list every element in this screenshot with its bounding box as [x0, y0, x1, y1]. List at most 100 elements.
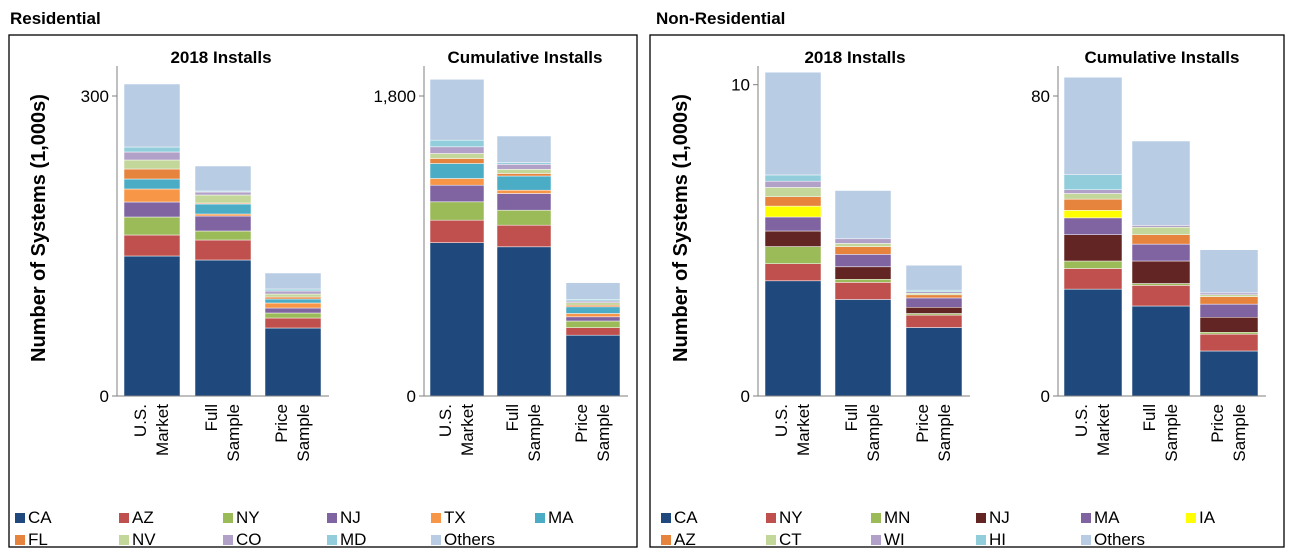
- bar-segment-ca: [1199, 350, 1259, 397]
- y-tick-label: 0: [1041, 387, 1050, 406]
- nonresidential-panel-frame: [649, 34, 1285, 548]
- bar-segment-ny: [764, 263, 822, 282]
- bar-segment-ia: [764, 205, 822, 218]
- bar-segment-others: [496, 135, 552, 163]
- bar-segment-nj: [1063, 234, 1123, 262]
- bar-segment-wi: [1131, 225, 1191, 228]
- x-tick-label-line: Price: [272, 404, 291, 443]
- x-tick-label-line: Sample: [935, 404, 954, 462]
- legend-swatch: [1186, 513, 1196, 523]
- legend-swatch: [15, 535, 25, 545]
- bar-segment-ma: [834, 254, 892, 268]
- x-tick-label: U.S. Market: [1072, 404, 1113, 456]
- x-tick-label: Price Sample: [913, 404, 954, 462]
- bar-segment-nv: [496, 169, 552, 174]
- bar-segment-ma: [429, 163, 485, 179]
- bar-segment-md: [565, 299, 621, 302]
- bar-segment-ct: [1199, 294, 1259, 297]
- legend-item-ny: NY: [766, 508, 803, 527]
- bar-segment-az: [565, 327, 621, 336]
- x-tick-label-line: Full: [1140, 404, 1159, 431]
- x-tick-label-line: Sample: [224, 404, 243, 462]
- legend-item-az: AZ: [661, 530, 696, 549]
- legend-item-others: Others: [431, 530, 495, 549]
- bar-segment-nv: [264, 293, 322, 298]
- bar-segment-ca: [1131, 305, 1191, 397]
- legend-label: AZ: [674, 530, 696, 549]
- legend-swatch: [976, 535, 986, 545]
- x-tick-label-line: Market: [1094, 404, 1113, 456]
- bar-segment-ny: [905, 314, 963, 328]
- bar-segment-az: [834, 246, 892, 255]
- legend-swatch: [1081, 535, 1091, 545]
- legend-label: NV: [132, 530, 156, 549]
- bar-segment-co: [496, 164, 552, 170]
- bar-segment-az: [264, 317, 322, 329]
- legend-label: Others: [444, 530, 495, 549]
- residential-y-axis-label: Number of Systems (1,000s): [28, 94, 50, 362]
- bar-segment-nj: [194, 215, 252, 232]
- bar-segment-az: [1199, 296, 1259, 305]
- bar-segment-others: [1063, 77, 1123, 175]
- legend-label: CA: [28, 508, 52, 527]
- legend-swatch: [535, 513, 545, 523]
- bar-segment-ma: [1063, 217, 1123, 235]
- bar-segment-ct: [1063, 193, 1123, 200]
- bar-segment-ma: [565, 306, 621, 314]
- bar-segment-az: [429, 219, 485, 243]
- bar-segment-nv: [123, 159, 181, 170]
- bar-segment-ny: [1063, 268, 1123, 290]
- bar-segment-ct: [1131, 227, 1191, 235]
- legend-item-ct: CT: [766, 530, 802, 549]
- legend-item-ca: CA: [15, 508, 52, 527]
- legend-label: MA: [1094, 508, 1120, 527]
- legend-label: CO: [236, 530, 262, 549]
- x-tick-label-line: Sample: [594, 404, 613, 462]
- bar-segment-nj: [565, 316, 621, 322]
- bar-segment-ny: [565, 320, 621, 328]
- bar-segment-mn: [764, 246, 822, 264]
- bar-segment-ca: [496, 246, 552, 397]
- bar-segment-ma: [264, 298, 322, 304]
- legend-item-others: Others: [1081, 530, 1145, 549]
- x-tick-label: U.S. Market: [131, 404, 172, 456]
- legend-item-ma: MA: [1081, 508, 1120, 527]
- bar-segment-ny: [496, 209, 552, 226]
- legend-item-co: CO: [223, 530, 262, 549]
- legend-swatch: [327, 513, 337, 523]
- legend-label: Others: [1094, 530, 1145, 549]
- bar-segment-wi: [1063, 189, 1123, 194]
- bar-segment-nj: [264, 307, 322, 314]
- legend-label: MA: [548, 508, 574, 527]
- bar-segment-ny: [834, 282, 892, 300]
- bar-segment-az: [123, 234, 181, 257]
- bar-segment-ct: [764, 187, 822, 198]
- bar-segment-ma: [905, 297, 963, 308]
- x-tick-label: Full Sample: [842, 404, 883, 462]
- bar-segment-md: [429, 139, 485, 148]
- bar-segment-az: [1063, 198, 1123, 211]
- bar-segment-ny: [1199, 333, 1259, 352]
- legend-swatch: [431, 513, 441, 523]
- legend-item-ia: IA: [1186, 508, 1216, 527]
- bar-segment-ma: [764, 216, 822, 232]
- x-tick-label: U.S. Market: [436, 404, 477, 456]
- bar-segment-ca: [123, 255, 181, 397]
- legend-item-nj: NJ: [976, 508, 1010, 527]
- bar-segment-ca: [905, 327, 963, 397]
- bar-segment-ca: [264, 327, 322, 397]
- bar-segment-tx: [565, 313, 621, 318]
- legend-swatch: [119, 535, 129, 545]
- bar-segment-ca: [194, 259, 252, 397]
- legend-item-nj: NJ: [327, 508, 361, 527]
- x-tick-label: U.S. Market: [772, 404, 813, 456]
- legend-swatch: [976, 513, 986, 523]
- legend-label: NY: [779, 508, 803, 527]
- y-tick-label: 0: [407, 387, 416, 406]
- legend-item-md: MD: [327, 530, 366, 549]
- bar-segment-others: [123, 83, 181, 148]
- bar-segment-ny: [123, 216, 181, 236]
